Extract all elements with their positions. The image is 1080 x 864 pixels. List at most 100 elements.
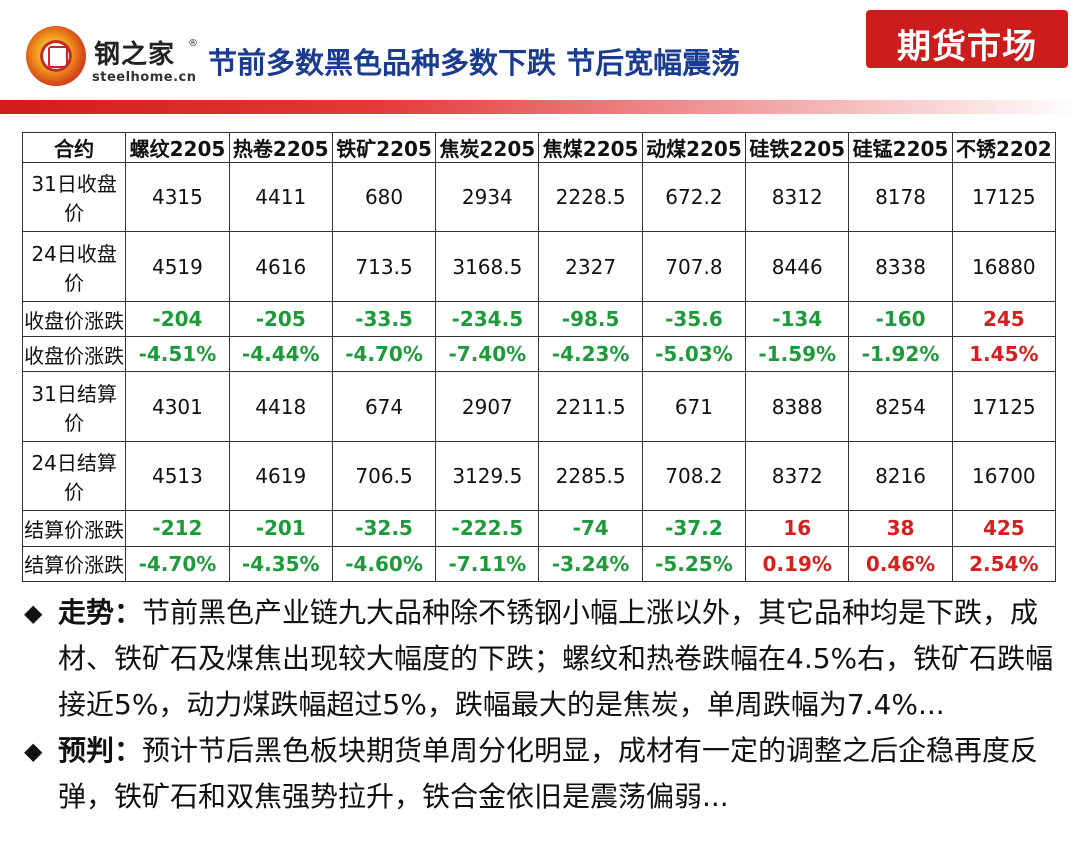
table-cell: -4.51%: [125, 336, 230, 373]
page-title: 节前多数黑色品种多数下跌 节后宽幅震荡: [208, 46, 741, 80]
table-cell: 708.2: [641, 440, 747, 512]
table-cell: 713.5: [331, 231, 437, 302]
table-cell: -205: [228, 300, 333, 338]
table-cell: -33.5: [331, 300, 437, 338]
table-cell: 2327: [538, 231, 643, 302]
table-cell: 3168.5: [435, 231, 540, 302]
table-cell: -4.23%: [538, 336, 643, 373]
table-cell: -4.70%: [331, 336, 437, 373]
bullet-label: 走势：: [58, 596, 143, 629]
table-cell: 4301: [125, 371, 230, 442]
column-header: 铁矿2205: [331, 132, 437, 163]
table-cell: 38: [848, 510, 953, 547]
row-label: 收盘价涨跌: [21, 336, 127, 373]
table-cell: 2934: [435, 161, 540, 233]
table-cell: -222.5: [435, 510, 540, 547]
table-cell: 8312: [745, 161, 850, 233]
diamond-bullet-icon: ◆: [24, 599, 43, 627]
table-cell: 8338: [848, 231, 953, 302]
row-label: 结算价涨跌: [21, 510, 127, 547]
bullet-label: 预判：: [58, 734, 143, 767]
futures-table: 合约 螺纹2205 热卷2205 铁矿2205 焦炭2205 焦煤2205 动煤…: [21, 132, 1057, 583]
section-tag-label: 期货市场: [897, 27, 1037, 67]
table-cell: 2211.5: [538, 371, 643, 442]
table-cell: -1.92%: [848, 336, 953, 373]
table-cell: 671: [641, 371, 747, 442]
table-row: 24日收盘价 4519 4616 713.5 3168.5 2327 707.8 8446 83…: [21, 231, 1057, 302]
row-label: 24日收盘价: [21, 231, 127, 302]
table-cell: 4411: [228, 161, 333, 233]
table-cell: -5.25%: [641, 545, 747, 583]
table-cell: 4513: [125, 440, 230, 512]
bullet-text: 预计节后黑色板块期货单周分化明显，成材有一定的调整之后企稳再度反弹，铁矿石和双焦…: [58, 734, 1039, 813]
table-cell: -234.5: [435, 300, 540, 338]
table-cell: -5.03%: [641, 336, 747, 373]
table-cell: 2907: [435, 371, 540, 442]
registered-mark: ®: [188, 38, 198, 49]
table-cell: 4519: [125, 231, 230, 302]
table-cell: -74: [538, 510, 643, 547]
commentary: ◆ 走势：节前黑色产业链九大品种除不锈钢小幅上涨以外，其它品种均是下跌，成材、铁矿…: [24, 590, 1074, 820]
table-header-row: 合约 螺纹2205 热卷2205 铁矿2205 焦炭2205 焦煤2205 动煤…: [21, 132, 1057, 163]
table-cell: -37.2: [641, 510, 747, 547]
table-row: 结算价涨跌 -4.70% -4.35% -4.60% -7.11% -3.24% -5.25…: [21, 545, 1057, 583]
table-cell: 245: [951, 300, 1057, 338]
table-cell: -4.35%: [228, 545, 333, 583]
table-cell: -134: [745, 300, 850, 338]
column-header: 热卷2205: [228, 132, 333, 163]
row-label: 31日结算价: [21, 371, 127, 442]
table-cell: -7.11%: [435, 545, 540, 583]
table-cell: -4.70%: [125, 545, 230, 583]
column-header: 焦炭2205: [435, 132, 540, 163]
table-cell: 8216: [848, 440, 953, 512]
table-cell: -4.44%: [228, 336, 333, 373]
table-cell: 706.5: [331, 440, 437, 512]
table-cell: 0.19%: [745, 545, 850, 583]
header: 钢之家 ® steelhome.cn 节前多数黑色品种多数下跌 节后宽幅震荡 期…: [0, 0, 1080, 96]
bullet-forecast: ◆ 预判：预计节后黑色板块期货单周分化明显，成材有一定的调整之后企稳再度反弹，铁矿…: [24, 728, 1074, 820]
table-cell: 680: [331, 161, 437, 233]
table-cell: -4.60%: [331, 545, 437, 583]
brand-domain: steelhome.cn: [92, 70, 197, 85]
header-divider: [0, 100, 1080, 114]
table-cell: -201: [228, 510, 333, 547]
table-cell: 8254: [848, 371, 953, 442]
table-cell: 16: [745, 510, 850, 547]
table-cell: 8446: [745, 231, 850, 302]
row-label: 收盘价涨跌: [21, 300, 127, 338]
column-header: 螺纹2205: [125, 132, 230, 163]
table-cell: -32.5: [331, 510, 437, 547]
table-cell: 4616: [228, 231, 333, 302]
table-cell: 4418: [228, 371, 333, 442]
table-row: 收盘价涨跌 -4.51% -4.44% -4.70% -7.40% -4.23% -5.03…: [21, 336, 1057, 373]
column-header: 焦煤2205: [538, 132, 643, 163]
row-label: 24日结算价: [21, 440, 127, 512]
brand-name: 钢之家: [94, 40, 176, 70]
table-cell: 16880: [951, 231, 1057, 302]
table-cell: 707.8: [641, 231, 747, 302]
table-cell: 17125: [951, 161, 1057, 233]
table-row: 31日结算价 4301 4418 674 2907 2211.5 671 8388 8254 17…: [21, 371, 1057, 442]
table-cell: -3.24%: [538, 545, 643, 583]
table-cell: -204: [125, 300, 230, 338]
table-cell: -98.5: [538, 300, 643, 338]
column-header: 不锈2202: [951, 132, 1057, 163]
table-cell: 4619: [228, 440, 333, 512]
column-header: 硅锰2205: [848, 132, 953, 163]
table-row: 31日收盘价 4315 4411 680 2934 2228.5 672.2 8312 8178…: [21, 161, 1057, 233]
row-label: 31日收盘价: [21, 161, 127, 233]
table-cell: 674: [331, 371, 437, 442]
row-label: 结算价涨跌: [21, 545, 127, 583]
diamond-bullet-icon: ◆: [24, 737, 43, 765]
table-cell: -1.59%: [745, 336, 850, 373]
table-cell: 672.2: [641, 161, 747, 233]
table-cell: 0.46%: [848, 545, 953, 583]
table-row: 24日结算价 4513 4619 706.5 3129.5 2285.5 708.2 8372…: [21, 440, 1057, 512]
table-row: 结算价涨跌 -212 -201 -32.5 -222.5 -74 -37.2 16 38 425: [21, 510, 1057, 547]
bullet-trend: ◆ 走势：节前黑色产业链九大品种除不锈钢小幅上涨以外，其它品种均是下跌，成材、铁矿…: [24, 590, 1074, 728]
table-cell: 1.45%: [951, 336, 1057, 373]
table-cell: 2228.5: [538, 161, 643, 233]
section-tag: 期货市场: [866, 10, 1068, 68]
table-cell: -160: [848, 300, 953, 338]
table-cell: 4315: [125, 161, 230, 233]
